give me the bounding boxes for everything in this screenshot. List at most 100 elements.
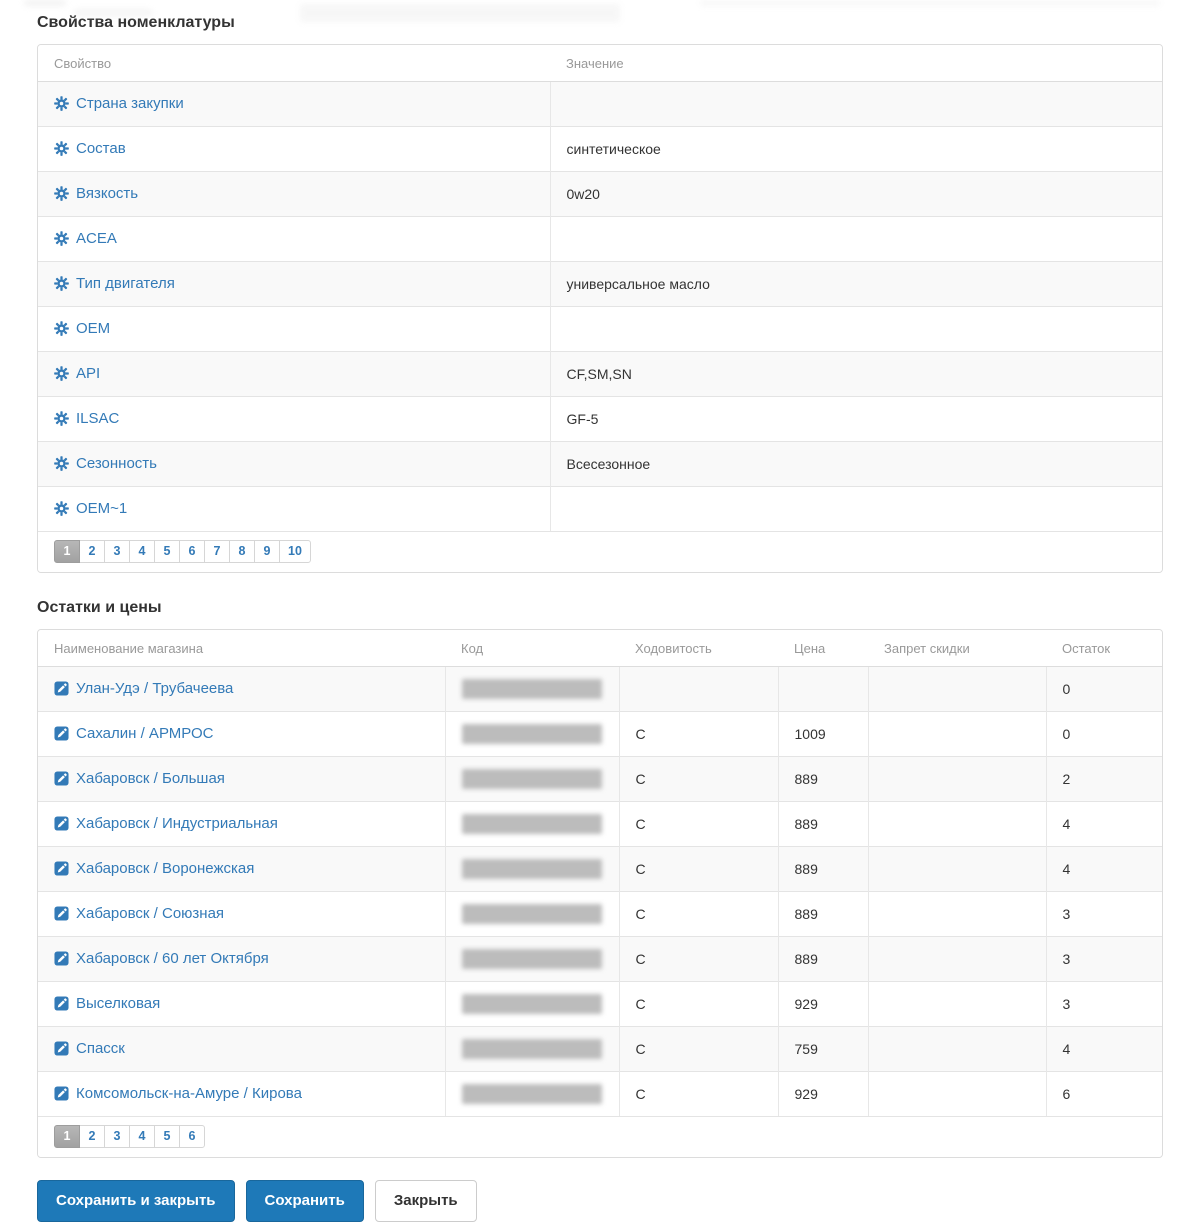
page-button[interactable]: 3 [104,540,130,563]
property-link[interactable]: OEM [54,320,110,337]
properties-section-title: Свойства номенклатуры [37,14,235,31]
gear-icon [54,95,69,111]
property-name-cell: Сезонность [38,441,550,487]
page-button[interactable]: 9 [254,540,280,563]
property-name-cell: Страна закупки [38,81,550,127]
store-link[interactable]: Хабаровск / Индустриальная [54,815,278,832]
store-cell: Хабаровск / 60 лет Октября [38,936,445,982]
store-link[interactable]: Спасск [54,1040,125,1057]
popularity-cell: C [618,981,778,1027]
property-link-label: ILSAC [76,409,120,427]
column-header-property: Свойство [38,45,550,82]
store-cell: Выселковая [38,981,445,1027]
page-button[interactable]: 1 [54,540,80,563]
property-link[interactable]: OEM~1 [54,500,127,517]
property-link[interactable]: ACEA [54,230,117,247]
property-value-cell [549,81,1162,127]
page-button[interactable]: 1 [54,1125,80,1148]
popularity-cell: C [618,711,778,757]
property-row: OEM~1 [38,486,1162,531]
redacted-code [461,904,602,924]
store-link[interactable]: Выселковая [54,995,160,1012]
page-button[interactable]: 7 [204,540,230,563]
property-row: API CF,SM,SN [38,351,1162,397]
column-header-discount-ban: Запрет скидки [868,630,1046,667]
property-link[interactable]: Сезонность [54,455,157,472]
store-cell: Спасск [38,1026,445,1072]
page-button[interactable]: 5 [154,540,180,563]
column-header-price: Цена [778,630,868,667]
page-button[interactable]: 5 [154,1125,180,1148]
property-value-cell: Всесезонное [549,441,1162,487]
page-button[interactable]: 2 [79,1125,105,1148]
edit-icon [54,770,69,786]
stocks-panel: Наименование магазина Код Ходовитость Це… [37,629,1163,1158]
page-button[interactable]: 8 [229,540,255,563]
price-cell: 889 [777,936,868,982]
property-link-label: OEM~1 [76,499,128,517]
property-link-label: API [76,364,101,382]
stock-cell: 3 [1045,936,1162,982]
page-button[interactable]: 4 [129,540,155,563]
discount-ban-cell [867,756,1046,802]
popularity-cell: C [618,756,778,802]
code-cell [444,666,619,712]
price-cell: 929 [777,981,868,1027]
stock-row: Хабаровск / Индустриальная C 889 4 [38,801,1162,847]
blurred-artifact [700,0,1160,6]
stocks-pagination: 1 2 3 4 5 6 [38,1116,1162,1157]
property-name-cell: Тип двигателя [38,261,550,307]
page-button[interactable]: 6 [179,540,205,563]
code-cell [444,936,619,982]
store-link[interactable]: Хабаровск / Союзная [54,905,224,922]
property-link[interactable]: Состав [54,140,126,157]
property-link[interactable]: Страна закупки [54,95,184,112]
page-button[interactable]: 3 [104,1125,130,1148]
page-button[interactable]: 10 [279,540,311,563]
redacted-code [461,769,602,789]
save-and-close-button[interactable]: Сохранить и закрыть [37,1180,235,1222]
property-name-cell: API [38,351,550,397]
page-button[interactable]: 2 [79,540,105,563]
discount-ban-cell [867,891,1046,937]
property-row: ILSAC GF-5 [38,396,1162,442]
page-button[interactable]: 4 [129,1125,155,1148]
price-cell: 929 [777,1071,868,1116]
store-link[interactable]: Хабаровск / Большая [54,770,225,787]
store-link[interactable]: Комсомольск-на-Амуре / Кирова [54,1085,302,1102]
gear-icon [54,320,69,336]
stock-cell: 0 [1045,666,1162,712]
price-cell: 889 [777,801,868,847]
code-cell [444,801,619,847]
store-link-label: Комсомольск-на-Амуре / Кирова [76,1084,302,1102]
price-cell: 889 [777,756,868,802]
property-value-cell [549,216,1162,262]
store-link[interactable]: Хабаровск / Воронежская [54,860,254,877]
edit-icon [54,860,69,876]
discount-ban-cell [867,1071,1046,1116]
property-link[interactable]: ILSAC [54,410,119,427]
stock-row: Хабаровск / Воронежская C 889 4 [38,846,1162,892]
stock-cell: 4 [1045,1026,1162,1072]
page-button[interactable]: 6 [179,1125,205,1148]
column-header-code: Код [445,630,619,667]
stock-row: Выселковая C 929 3 [38,981,1162,1027]
store-link[interactable]: Хабаровск / 60 лет Октября [54,950,269,967]
popularity-cell: C [618,846,778,892]
blurred-artifact [24,0,66,6]
store-cell: Сахалин / АРМРОС [38,711,445,757]
property-value-cell [549,486,1162,531]
store-link[interactable]: Улан-Удэ / Трубачеева [54,680,233,697]
property-row: Сезонность Всесезонное [38,441,1162,487]
property-value-cell: 0w20 [549,171,1162,217]
store-link[interactable]: Сахалин / АРМРОС [54,725,213,742]
property-link[interactable]: Вязкость [54,185,138,202]
redacted-code [461,1084,602,1104]
close-button[interactable]: Закрыть [374,1180,477,1222]
save-button[interactable]: Сохранить [245,1180,364,1222]
property-link[interactable]: Тип двигателя [54,275,175,292]
property-link[interactable]: API [54,365,100,382]
property-row: OEM [38,306,1162,352]
store-link-label: Хабаровск / Индустриальная [76,814,278,832]
store-link-label: Сахалин / АРМРОС [76,724,214,742]
